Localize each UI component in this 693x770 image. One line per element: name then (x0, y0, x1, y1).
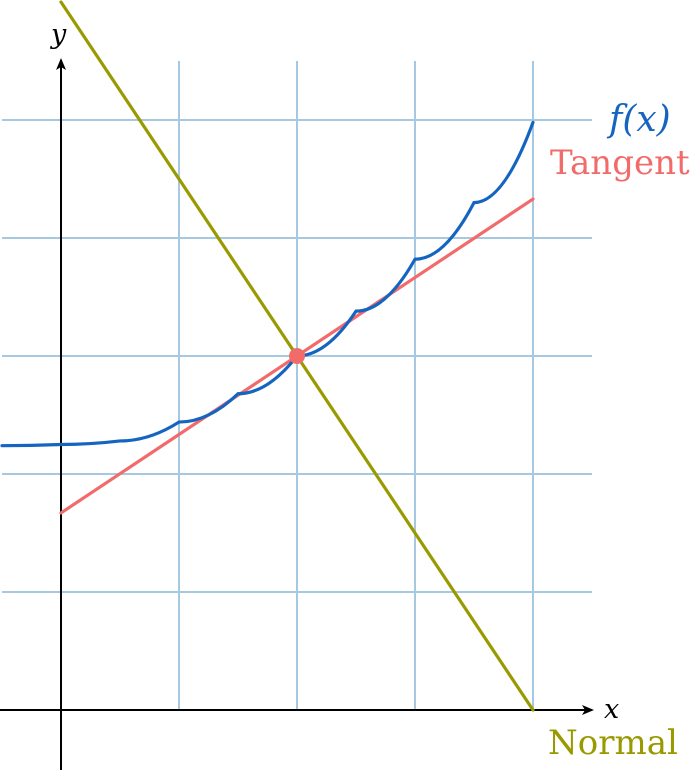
fx-curve (0, 120, 535, 448)
labels-layer: f(x) Tangent Normal (548, 99, 690, 763)
tangency-point (289, 348, 305, 364)
fx-label: f(x) (606, 99, 671, 140)
axes: x y (0, 19, 619, 770)
x-axis-label: x (604, 694, 619, 725)
series-layer (0, 0, 535, 712)
y-axis-label: y (50, 19, 67, 50)
tangent-label: Tangent (550, 143, 690, 183)
grid (2, 61, 592, 710)
normal-label: Normal (548, 723, 678, 763)
